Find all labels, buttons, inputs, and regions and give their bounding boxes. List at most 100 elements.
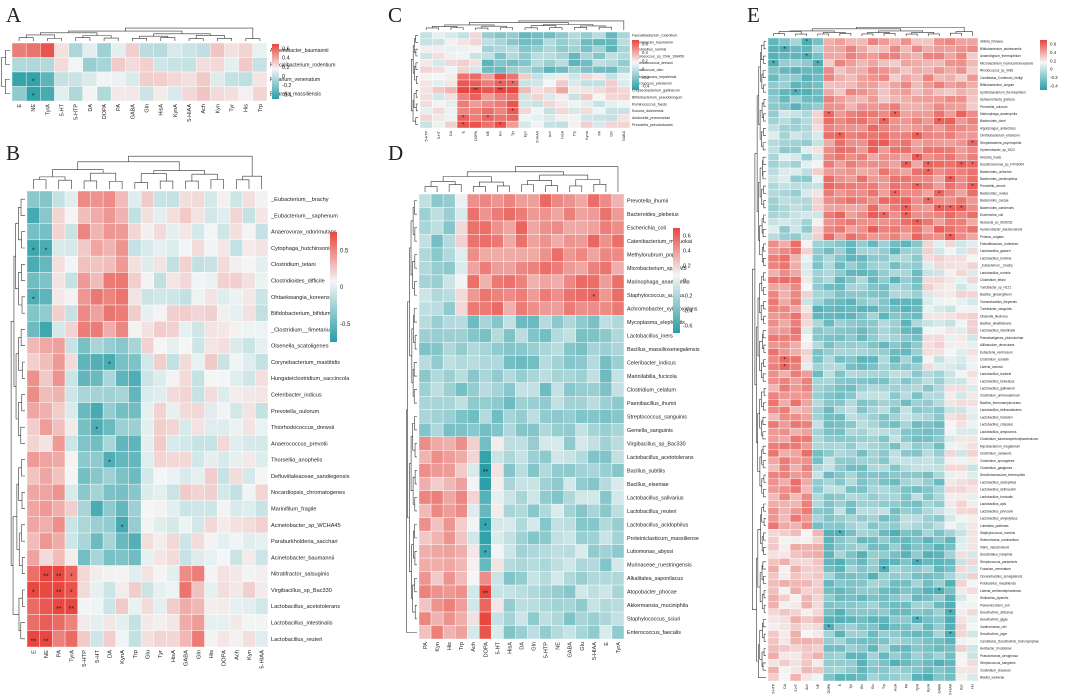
heatmap-cell xyxy=(856,406,868,414)
top-dendrogram-branch xyxy=(527,180,552,186)
heatmap-cell xyxy=(617,72,631,81)
heatmap-cell xyxy=(878,420,890,429)
heatmap-cell xyxy=(834,370,846,378)
heatmap-cell xyxy=(82,71,98,87)
heatmap-cell xyxy=(52,516,66,534)
heatmap-cell xyxy=(479,571,492,586)
heatmap-cell xyxy=(255,532,269,550)
row-label: Symbiobacterium_thermophilum xyxy=(980,90,1026,94)
heatmap-cell xyxy=(115,255,129,273)
heatmap-cell xyxy=(26,272,40,289)
heatmap-cell xyxy=(900,66,912,75)
heatmap-cell xyxy=(166,532,180,550)
heatmap-cell xyxy=(911,211,923,219)
heatmap-cell xyxy=(800,146,813,154)
heatmap-cell xyxy=(467,557,480,572)
heatmap-cell xyxy=(518,114,532,122)
heatmap-cell xyxy=(911,117,923,125)
panel-d: D*******Prevotella_ihumiiBacteroides_ple… xyxy=(388,141,700,660)
heatmap-cell xyxy=(933,370,946,378)
heatmap-cell xyxy=(543,45,557,53)
heatmap-cell xyxy=(955,218,968,227)
heatmap-cell xyxy=(140,337,155,355)
heatmap-cell xyxy=(539,530,552,545)
heatmap-cell xyxy=(153,614,167,631)
heatmap-cell xyxy=(900,456,912,465)
heatmap-cell xyxy=(491,476,504,491)
left-dendrogram-branch xyxy=(763,301,766,310)
heatmap-cell xyxy=(454,436,468,451)
heatmap-cell xyxy=(944,406,957,414)
colorbar-tick: -0.4 xyxy=(642,83,650,88)
heatmap-cell xyxy=(812,572,824,581)
heatmap-cell xyxy=(255,255,269,273)
heatmap-cell xyxy=(166,337,180,355)
row-label: Acidovella_pneumoniae xyxy=(632,116,670,120)
heatmap-cell xyxy=(778,601,791,609)
heatmap-cell xyxy=(800,529,813,537)
heatmap-cell xyxy=(845,637,857,646)
heatmap-cell xyxy=(922,427,934,436)
heatmap-cell xyxy=(128,581,142,599)
heatmap-cell xyxy=(767,492,780,501)
heatmap-cell xyxy=(454,409,468,424)
heatmap-cell xyxy=(889,420,901,429)
heatmap-cell xyxy=(551,355,564,370)
heatmap-cell xyxy=(454,355,468,370)
heatmap-cell xyxy=(966,326,979,335)
heatmap-cell xyxy=(68,71,84,87)
heatmap-cell xyxy=(900,334,912,342)
heatmap-cell xyxy=(605,114,618,122)
heatmap-cell xyxy=(834,102,846,111)
heatmap-cell xyxy=(878,442,890,451)
heatmap-cell xyxy=(229,483,243,501)
heatmap-cell xyxy=(889,579,901,588)
heatmap-cell xyxy=(229,207,243,224)
left-dendrogram-branch xyxy=(18,337,23,371)
heatmap-cell xyxy=(789,110,802,118)
heatmap-cell xyxy=(210,71,225,87)
heatmap-cell xyxy=(191,630,205,648)
heatmap-cell xyxy=(922,348,934,357)
heatmap-cell xyxy=(966,73,979,82)
heatmap-cell xyxy=(812,449,824,458)
heatmap-cell xyxy=(229,467,243,485)
heatmap-cell xyxy=(900,391,912,400)
heatmap-cell xyxy=(834,189,846,198)
column-label: NE xyxy=(44,650,50,658)
heatmap-cell xyxy=(580,100,594,108)
heatmap-cell xyxy=(966,66,979,75)
significance-marker: * xyxy=(938,118,941,125)
heatmap-cell xyxy=(467,503,480,518)
heatmap-cell xyxy=(555,114,569,122)
row-label: Paenalcaligenes_plutoniochae xyxy=(980,336,1023,340)
heatmap-cell xyxy=(889,355,901,364)
heatmap-cell xyxy=(599,247,613,262)
heatmap-cell xyxy=(878,37,890,46)
heatmap-cell xyxy=(889,81,901,89)
heatmap-cell xyxy=(789,276,802,284)
heatmap-cell xyxy=(539,544,552,559)
heatmap-cell xyxy=(889,102,901,111)
heatmap-cell xyxy=(944,485,957,494)
left-dendrogram-branch xyxy=(763,185,766,194)
heatmap-cell xyxy=(955,586,968,595)
heatmap-cell xyxy=(900,557,912,566)
heatmap-cell xyxy=(889,399,901,407)
heatmap-cell xyxy=(789,355,802,364)
heatmap-cell xyxy=(605,38,618,46)
heatmap-cell xyxy=(587,220,601,235)
heatmap-cell xyxy=(52,483,66,501)
heatmap-cell xyxy=(166,239,180,257)
heatmap-cell xyxy=(812,66,824,75)
column-label: DOPA xyxy=(483,642,489,658)
heatmap-cell xyxy=(430,463,444,478)
heatmap-cell xyxy=(966,305,979,313)
heatmap-cell xyxy=(800,138,813,147)
heatmap-cell xyxy=(944,399,957,407)
heatmap-cell xyxy=(955,550,968,559)
heatmap-cell xyxy=(518,107,532,115)
panel-b: B* ******** ** ** ** *** **** **_Eubacterium__b… xyxy=(6,141,351,669)
heatmap-cell xyxy=(867,81,879,89)
heatmap-cell xyxy=(551,571,564,586)
